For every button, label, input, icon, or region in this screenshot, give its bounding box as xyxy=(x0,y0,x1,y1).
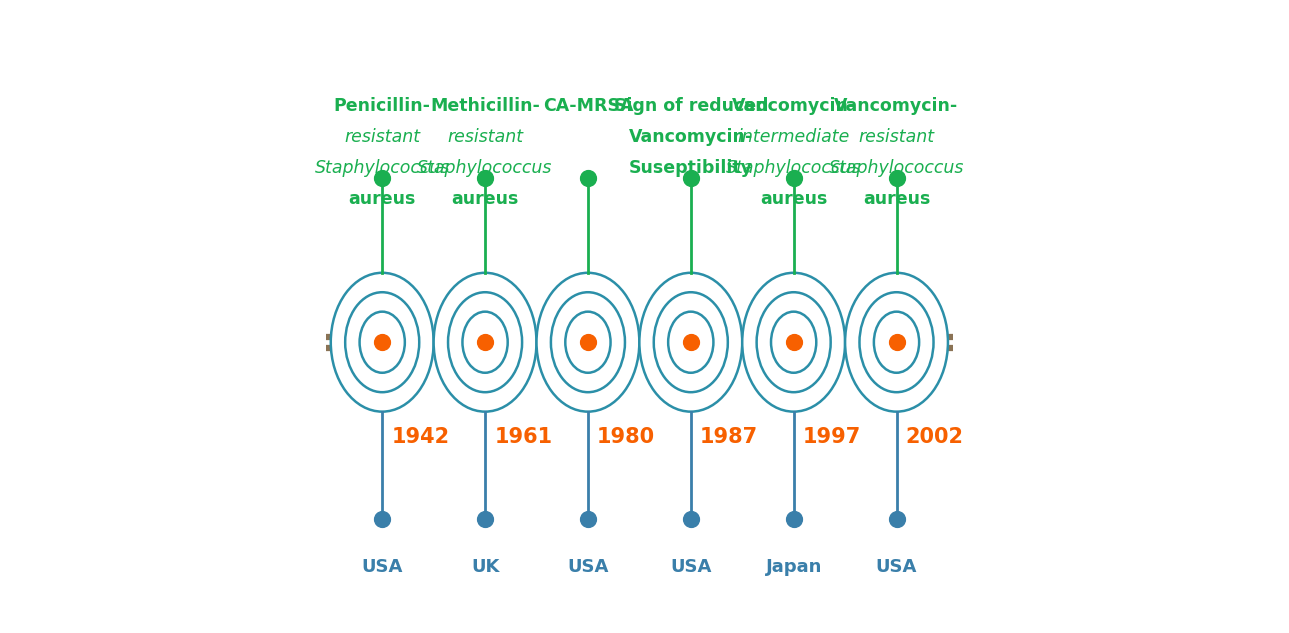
Point xyxy=(887,514,907,524)
Ellipse shape xyxy=(668,311,713,373)
Ellipse shape xyxy=(345,292,419,392)
Ellipse shape xyxy=(536,273,639,411)
Point xyxy=(474,173,495,183)
Point xyxy=(577,173,598,183)
Text: USA: USA xyxy=(875,558,918,576)
Text: aureus: aureus xyxy=(451,190,518,208)
Ellipse shape xyxy=(654,292,728,392)
Ellipse shape xyxy=(874,311,919,373)
Text: 1980: 1980 xyxy=(597,427,655,446)
Text: Staphylococcus: Staphylococcus xyxy=(418,159,553,177)
Text: Vancomycin-: Vancomycin- xyxy=(732,97,856,115)
Text: UK: UK xyxy=(470,558,499,576)
Text: resistant: resistant xyxy=(858,128,935,146)
Point xyxy=(681,173,701,183)
Text: USA: USA xyxy=(361,558,403,576)
Ellipse shape xyxy=(566,311,611,373)
Text: Japan: Japan xyxy=(766,558,822,576)
Point xyxy=(474,514,495,524)
Text: Vancomycin-: Vancomycin- xyxy=(629,128,753,146)
Text: 2002: 2002 xyxy=(906,427,964,446)
Ellipse shape xyxy=(550,292,625,392)
Ellipse shape xyxy=(433,273,536,411)
Ellipse shape xyxy=(860,292,933,392)
Point xyxy=(887,337,907,348)
Text: 1961: 1961 xyxy=(494,427,553,446)
Text: Penicillin-: Penicillin- xyxy=(334,97,431,115)
Ellipse shape xyxy=(331,273,433,411)
Ellipse shape xyxy=(846,273,947,411)
Point xyxy=(784,337,804,348)
Text: aureus: aureus xyxy=(761,190,828,208)
Text: Vancomycin-: Vancomycin- xyxy=(834,97,959,115)
Text: Staphylococcus: Staphylococcus xyxy=(315,159,450,177)
Point xyxy=(474,337,495,348)
Text: aureus: aureus xyxy=(862,190,931,208)
Point xyxy=(373,173,393,183)
Text: resistant: resistant xyxy=(344,128,420,146)
Text: intermediate: intermediate xyxy=(737,128,849,146)
Point xyxy=(784,173,804,183)
Text: CA-MRSA: CA-MRSA xyxy=(543,97,633,115)
Text: USA: USA xyxy=(670,558,712,576)
Text: USA: USA xyxy=(567,558,608,576)
Point xyxy=(784,514,804,524)
Point xyxy=(681,514,701,524)
Text: 1942: 1942 xyxy=(392,427,450,446)
Text: 1987: 1987 xyxy=(700,427,758,446)
Text: Sign of reduced: Sign of reduced xyxy=(614,97,768,115)
Point xyxy=(577,337,598,348)
Ellipse shape xyxy=(449,292,522,392)
Text: resistant: resistant xyxy=(447,128,523,146)
Point xyxy=(887,173,907,183)
Ellipse shape xyxy=(360,311,405,373)
Text: Suseptibility: Suseptibility xyxy=(629,159,753,177)
Point xyxy=(373,337,393,348)
Point xyxy=(681,337,701,348)
Text: Staphylococcus: Staphylococcus xyxy=(829,159,964,177)
Text: aureus: aureus xyxy=(348,190,416,208)
Ellipse shape xyxy=(742,273,846,411)
Text: Methicillin-: Methicillin- xyxy=(431,97,540,115)
Ellipse shape xyxy=(757,292,830,392)
Point xyxy=(577,514,598,524)
Text: 1997: 1997 xyxy=(803,427,861,446)
Text: Staphylococcus: Staphylococcus xyxy=(726,159,861,177)
Ellipse shape xyxy=(463,311,508,373)
Ellipse shape xyxy=(771,311,816,373)
Point xyxy=(373,514,393,524)
Ellipse shape xyxy=(639,273,742,411)
